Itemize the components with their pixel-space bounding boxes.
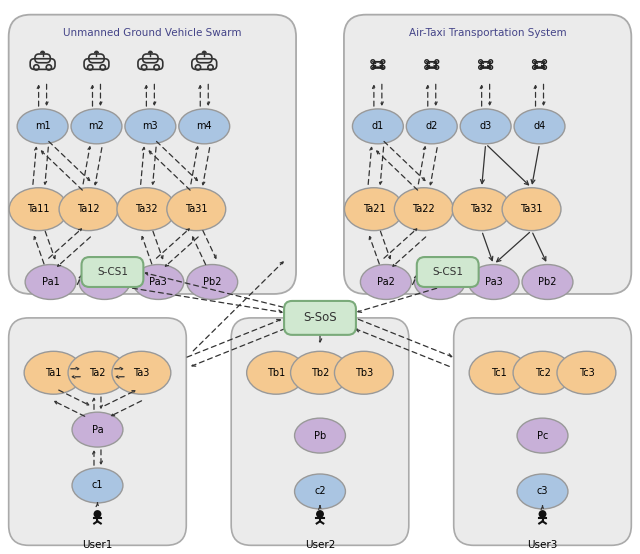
Text: m2: m2 [88,121,104,131]
Ellipse shape [17,109,68,144]
Ellipse shape [353,109,403,144]
Text: c3: c3 [537,486,548,496]
Text: Ta31: Ta31 [185,204,207,214]
Ellipse shape [24,351,83,394]
Text: Unmanned Ground Vehicle Swarm: Unmanned Ground Vehicle Swarm [63,28,242,38]
FancyBboxPatch shape [454,318,631,545]
Text: m4: m4 [196,121,212,131]
Text: Ta12: Ta12 [77,204,100,214]
Ellipse shape [469,351,528,394]
Text: Tc2: Tc2 [534,368,550,378]
Ellipse shape [246,351,305,394]
Text: Tb3: Tb3 [355,368,373,378]
Text: Pb2: Pb2 [538,277,557,287]
Text: m3: m3 [143,121,158,131]
Text: Ta22: Ta22 [412,204,435,214]
Circle shape [316,510,324,518]
Ellipse shape [517,418,568,453]
Ellipse shape [133,264,184,300]
Text: d1: d1 [372,121,384,131]
Ellipse shape [406,109,457,144]
Ellipse shape [414,264,465,300]
Ellipse shape [71,109,122,144]
Ellipse shape [167,188,226,230]
Ellipse shape [335,351,394,394]
FancyBboxPatch shape [284,301,356,335]
Text: d4: d4 [533,121,546,131]
Text: Ta32: Ta32 [135,204,157,214]
FancyBboxPatch shape [417,257,479,287]
Ellipse shape [25,264,76,300]
Ellipse shape [117,188,176,230]
FancyBboxPatch shape [231,318,409,545]
Text: Pa3: Pa3 [150,277,167,287]
Text: Ta32: Ta32 [470,204,493,214]
Circle shape [539,510,547,518]
Text: Tc3: Tc3 [579,368,595,378]
Ellipse shape [360,264,412,300]
Ellipse shape [522,264,573,300]
Ellipse shape [557,351,616,394]
Ellipse shape [179,109,230,144]
Text: S-SoS: S-SoS [303,311,337,325]
Text: User3: User3 [527,540,557,550]
Text: Pa3: Pa3 [484,277,502,287]
Ellipse shape [517,474,568,509]
Text: S-CS1: S-CS1 [97,267,128,277]
Text: Ta2: Ta2 [89,368,106,378]
Text: Pa: Pa [92,424,103,435]
Ellipse shape [514,109,565,144]
Text: Ta3: Ta3 [133,368,150,378]
Text: Pa2: Pa2 [377,277,395,287]
Text: User1: User1 [83,540,113,550]
Text: Ta21: Ta21 [363,204,385,214]
Text: Pc2: Pc2 [95,277,113,287]
Ellipse shape [72,468,123,503]
Ellipse shape [125,109,176,144]
Text: c1: c1 [92,480,103,490]
Ellipse shape [59,188,118,230]
Text: Tc1: Tc1 [491,368,506,378]
Text: Pa1: Pa1 [42,277,60,287]
Text: Pc: Pc [537,430,548,440]
Ellipse shape [394,188,453,230]
Text: Pb: Pb [314,430,326,440]
Ellipse shape [452,188,511,230]
Text: Air-Taxi Transportation System: Air-Taxi Transportation System [409,28,566,38]
Text: d3: d3 [479,121,492,131]
FancyBboxPatch shape [9,14,296,294]
Ellipse shape [294,418,346,453]
Ellipse shape [294,474,346,509]
FancyBboxPatch shape [81,257,143,287]
Text: User2: User2 [305,540,335,550]
FancyBboxPatch shape [344,14,631,294]
Text: Ta11: Ta11 [28,204,50,214]
Text: Ta31: Ta31 [520,204,543,214]
Text: c2: c2 [314,486,326,496]
Ellipse shape [79,264,130,300]
Ellipse shape [9,188,68,230]
Ellipse shape [460,109,511,144]
Text: Tb1: Tb1 [267,368,285,378]
Text: Pc2: Pc2 [431,277,449,287]
Text: Pb2: Pb2 [203,277,221,287]
Ellipse shape [72,412,123,447]
Circle shape [93,510,101,518]
Ellipse shape [68,351,127,394]
Ellipse shape [344,188,403,230]
Text: m1: m1 [35,121,51,131]
FancyBboxPatch shape [9,318,186,545]
Ellipse shape [513,351,572,394]
Text: d2: d2 [426,121,438,131]
Ellipse shape [502,188,561,230]
Ellipse shape [187,264,237,300]
Ellipse shape [468,264,519,300]
Ellipse shape [291,351,349,394]
Ellipse shape [112,351,171,394]
Text: Ta1: Ta1 [45,368,62,378]
Text: Tb2: Tb2 [311,368,329,378]
Text: S-CS1: S-CS1 [432,267,463,277]
